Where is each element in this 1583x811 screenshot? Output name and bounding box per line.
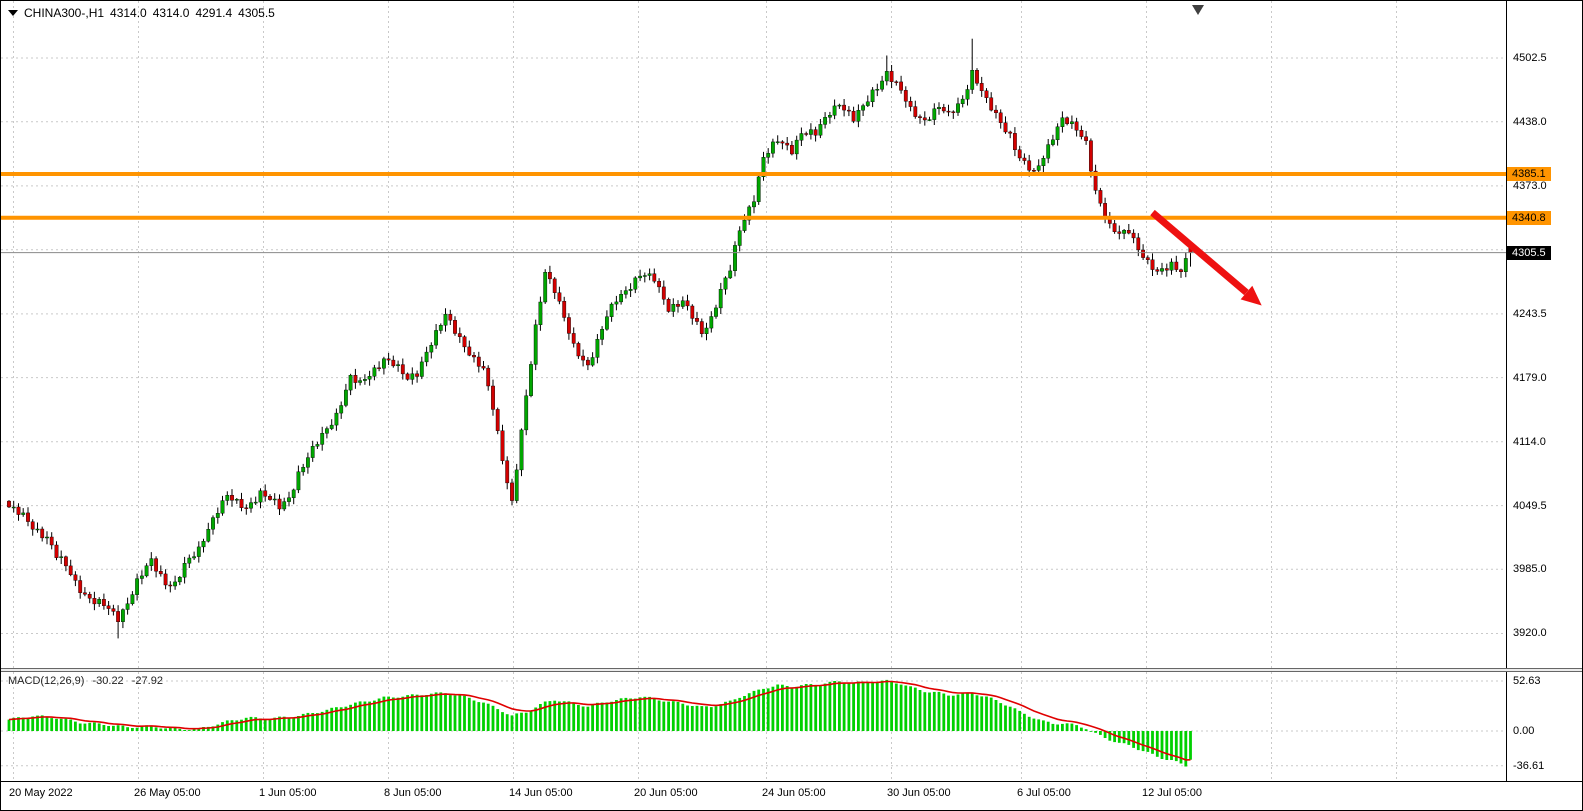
- current-price-badge: 4305.5: [1507, 246, 1551, 260]
- price-axis-label: 4438.0: [1513, 116, 1547, 128]
- ohlc-open: 4314.0: [110, 6, 147, 20]
- macd-axis-label: 52.63: [1513, 675, 1541, 687]
- macd-signal-value: -27.92: [131, 675, 163, 687]
- price-axis-label: 4502.5: [1513, 52, 1547, 64]
- time-axis-label: 14 Jun 05:00: [509, 787, 573, 799]
- shift-marker-icon[interactable]: [1192, 5, 1204, 15]
- ohlc-low: 4291.4: [195, 6, 233, 20]
- time-axis-label: 12 Jul 05:00: [1142, 787, 1202, 799]
- time-axis-label: 30 Jun 05:00: [887, 787, 951, 799]
- macd-axis-label: 0.00: [1513, 725, 1535, 737]
- time-axis-label: 26 May 05:00: [134, 787, 201, 799]
- time-axis-label: 6 Jul 05:00: [1017, 787, 1071, 799]
- candles: [7, 38, 1193, 639]
- chart-header: CHINA300-,H1 4314.0 4314.0 4291.4 4305.5: [8, 6, 275, 20]
- macd-pane[interactable]: [1, 672, 1507, 781]
- macd-label: MACD(12,26,9): [8, 675, 85, 687]
- macd-header: MACD(12,26,9) -30.22 -27.92: [8, 675, 163, 687]
- macd-signal-line: [8, 680, 1191, 761]
- hline-price-badge: 4385.1: [1507, 167, 1551, 181]
- time-axis-label: 24 Jun 05:00: [762, 787, 826, 799]
- price-axis-label: 3985.0: [1513, 563, 1547, 575]
- main-grid: [1, 1, 1506, 669]
- time-axis-label: 20 Jun 05:00: [634, 787, 698, 799]
- macd-main-value: -30.22: [92, 675, 124, 687]
- time-axis[interactable]: 20 May 2022 26 May 05:00 1 Jun 05:00 8 Jun …: [1, 781, 1582, 810]
- price-axis-label: 4243.5: [1513, 308, 1547, 320]
- symbol-dropdown-icon[interactable]: [8, 10, 18, 16]
- price-axis-label: 4179.0: [1513, 372, 1547, 384]
- ohlc-close: 4305.5: [238, 6, 275, 20]
- macd-axis-label: -36.61: [1513, 760, 1545, 772]
- time-axis-label: 1 Jun 05:00: [259, 787, 317, 799]
- symbol-title: CHINA300-,H1: [24, 6, 105, 20]
- time-axis-label: 20 May 2022: [9, 787, 73, 799]
- price-axis-label: 3920.0: [1513, 627, 1547, 639]
- ohlc-high: 4314.0: [152, 6, 190, 20]
- time-axis-label: 8 Jun 05:00: [384, 787, 442, 799]
- main-chart-pane[interactable]: [1, 1, 1507, 669]
- price-axis-label: 4049.5: [1513, 500, 1547, 512]
- price-scale[interactable]: 4502.5 4438.0 4373.0 4243.5 4179.0 4114.0 4049…: [1506, 1, 1582, 781]
- trend-arrow[interactable]: [1150, 209, 1262, 306]
- hline-price-badge: 4340.8: [1507, 211, 1551, 225]
- price-axis-label: 4114.0: [1513, 436, 1546, 448]
- pane-separator[interactable]: [1, 668, 1582, 672]
- macd-histogram: [7, 679, 1192, 767]
- price-axis-label: 4373.0: [1513, 180, 1547, 192]
- horizontal-line-objects[interactable]: [1, 172, 1506, 220]
